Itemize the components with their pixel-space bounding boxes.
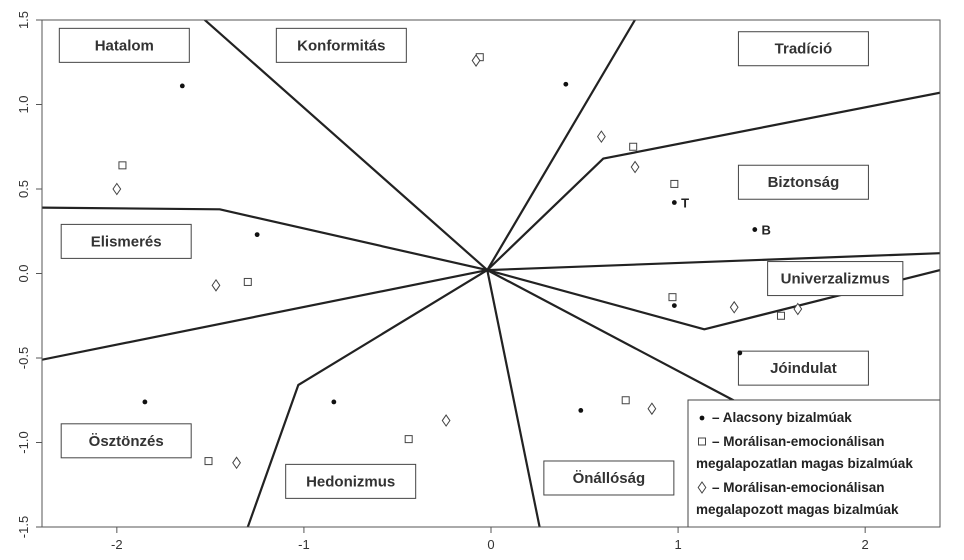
sector-boundary-line <box>42 269 488 361</box>
legend-entry-text: – Morálisan-emocionálisan <box>712 480 885 495</box>
point-founded-high-trust <box>211 278 221 292</box>
region-label-box: Konformitás <box>275 27 407 63</box>
region-label: Tradíció <box>775 41 833 58</box>
region-label: Konformitás <box>297 37 385 54</box>
point-low-trust <box>563 81 569 87</box>
region-box <box>58 27 190 63</box>
legend-box <box>687 399 941 528</box>
x-tick-label: -2 <box>111 537 123 552</box>
sector-boundary-line <box>486 269 741 405</box>
legend-marker-dot <box>699 415 705 421</box>
point-label: T <box>681 196 689 211</box>
region-label-box: Elismerés <box>60 223 192 259</box>
data-points: TB <box>112 53 803 470</box>
point-low-trust <box>578 407 584 413</box>
plot-frame <box>41 19 941 528</box>
point-founded-high-trust <box>647 402 657 416</box>
region-label-box: Tradíció <box>737 31 869 67</box>
region-label-box: Univerzalizmus <box>767 261 904 297</box>
x-tick-label: -1 <box>298 537 310 552</box>
region-label: Hatalom <box>95 37 154 54</box>
sector-boundary-line <box>42 206 488 272</box>
region-box <box>275 27 407 63</box>
region-box <box>737 350 869 386</box>
point-unfounded-high-trust <box>776 311 785 320</box>
legend-marker-square <box>698 437 706 446</box>
x-tick-label: 1 <box>674 537 681 552</box>
point-founded-high-trust <box>630 160 640 174</box>
x-tick-label: 2 <box>862 537 869 552</box>
point-unfounded-high-trust <box>404 435 413 444</box>
region-box <box>60 423 192 459</box>
point-unfounded-high-trust <box>629 142 638 151</box>
point-label: B <box>762 223 771 238</box>
point-unfounded-high-trust <box>670 179 679 188</box>
region-labels: Hatalom Konformitás Tradíció Biztonság Elism… <box>58 27 904 499</box>
region-label-box: Biztonság <box>737 164 869 200</box>
region-box <box>767 261 904 297</box>
region-label: Hedonizmus <box>306 473 395 490</box>
y-tick-label: -0.5 <box>16 347 31 369</box>
region-box <box>737 164 869 200</box>
region-label-box: Ösztönzés <box>60 423 192 459</box>
point-unfounded-high-trust <box>668 293 677 302</box>
sector-boundary-line <box>246 269 488 527</box>
point-founded-high-trust <box>112 182 122 196</box>
region-label-box: Jóindulat <box>737 350 869 386</box>
sector-boundary-line <box>486 20 637 271</box>
region-box <box>285 463 417 499</box>
legend-entry-text: megalapozott magas bizalmúak <box>696 502 899 517</box>
x-tick-label: 0 <box>487 537 494 552</box>
point-unfounded-high-trust <box>243 277 252 286</box>
region-label-box: Hedonizmus <box>285 463 417 499</box>
point-founded-high-trust <box>471 54 481 67</box>
legend-entry-text: megalapozatlan magas bizalmúak <box>696 456 913 471</box>
region-label: Univerzalizmus <box>781 271 890 288</box>
sector-boundary-line <box>486 91 940 271</box>
point-unfounded-high-trust <box>621 396 630 405</box>
point-low-trust <box>254 232 260 238</box>
region-label: Elismerés <box>91 233 162 250</box>
legend-entry-text: – Alacsony bizalmúak <box>712 410 852 425</box>
point-low-trust <box>331 399 337 405</box>
point-founded-high-trust <box>232 456 241 470</box>
point-unfounded-high-trust <box>204 457 213 466</box>
legend-marker-diamond <box>697 481 707 494</box>
region-label: Jóindulat <box>770 360 837 377</box>
region-label: Önállóság <box>573 470 646 487</box>
region-label: Ösztönzés <box>89 433 164 450</box>
point-low-trust <box>752 227 758 232</box>
point-low-trust <box>671 303 677 309</box>
sector-boundaries <box>42 20 940 527</box>
y-tick-label: 1.0 <box>16 95 31 113</box>
point-founded-high-trust <box>793 302 803 316</box>
y-tick-label: -1.0 <box>16 431 31 453</box>
y-tick-label: 1.5 <box>16 11 31 29</box>
legend: – Alacsony bizalmúak – Morálisan-emocioná… <box>687 399 941 528</box>
point-low-trust <box>179 83 185 89</box>
region-label-box: Hatalom <box>58 27 190 63</box>
point-founded-high-trust <box>441 414 451 427</box>
axes: -2 -1 0 1 2 -1.5 -1.0 -0.5 0.0 0.5 1.0 1.5 <box>16 11 869 552</box>
region-box <box>737 31 869 67</box>
sector-boundary-line <box>486 269 541 527</box>
region-box <box>543 460 675 496</box>
sector-boundary-line <box>203 20 489 271</box>
legend-entry-text: – Morálisan-emocionálisan <box>712 434 885 449</box>
point-founded-high-trust <box>596 130 606 143</box>
point-low-trust <box>671 200 677 205</box>
point-low-trust <box>737 350 743 356</box>
point-unfounded-high-trust <box>118 161 127 170</box>
y-tick-label: 0.0 <box>16 264 31 282</box>
y-tick-label: -1.5 <box>16 516 31 538</box>
point-founded-high-trust <box>729 300 739 314</box>
region-label: Biztonság <box>768 174 840 191</box>
region-label-box: Önállóság <box>543 460 675 496</box>
y-tick-label: 0.5 <box>16 180 31 198</box>
region-box <box>60 223 192 259</box>
sector-boundary-line <box>487 252 940 272</box>
point-low-trust <box>142 399 148 405</box>
